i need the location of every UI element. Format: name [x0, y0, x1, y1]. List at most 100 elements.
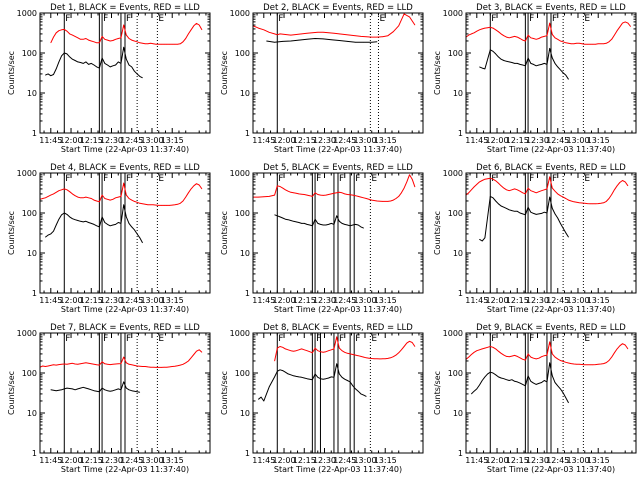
data-point-lld [331, 193, 332, 195]
data-point-lld [139, 42, 141, 44]
data-point-events [355, 388, 356, 390]
data-point-lld [506, 356, 507, 357]
x-tick-label: 12:30 [100, 136, 123, 145]
data-point-events [328, 377, 329, 379]
x-tick-label: 11:45 [465, 296, 488, 305]
segment-flag: F [316, 174, 321, 184]
data-point-lld [565, 362, 567, 363]
x-tick-label: 13:00 [353, 136, 376, 145]
data-point-lld [552, 353, 553, 355]
data-point-lld [166, 366, 168, 368]
data-point-lld [309, 195, 311, 196]
data-point-events [490, 196, 491, 197]
data-point-lld [139, 365, 141, 367]
data-point-lld [174, 365, 176, 367]
data-point-lld [169, 205, 170, 206]
data-point-lld [93, 41, 95, 43]
data-point-lld [597, 203, 599, 204]
data-point-events [560, 223, 561, 224]
data-point-lld [134, 40, 135, 42]
data-point-lld [606, 362, 607, 363]
data-point-lld [47, 365, 49, 367]
data-point-lld [535, 39, 537, 40]
data-point-lld [161, 367, 162, 368]
x-tick-label: 13:00 [566, 136, 589, 145]
data-point-events [139, 392, 141, 393]
segment-flag: E [158, 334, 164, 344]
data-point-events [80, 62, 81, 63]
data-point-lld [258, 27, 259, 29]
data-point-lld [508, 37, 510, 39]
data-point-lld [471, 189, 472, 191]
data-point-events [484, 237, 486, 239]
data-point-events [538, 383, 540, 384]
data-point-lld [360, 196, 362, 198]
data-point-events [306, 39, 308, 40]
data-point-lld [282, 347, 284, 348]
data-point-lld [608, 41, 610, 43]
data-point-lld [112, 364, 114, 365]
x-axis-label: Start Time (22-Apr-03 11:37:40) [487, 305, 615, 314]
data-point-events [560, 69, 561, 71]
data-point-lld [161, 205, 162, 206]
x-tick-label: 13:15 [587, 136, 610, 145]
x-tick-label: 12:00 [486, 456, 509, 465]
data-point-lld [312, 32, 313, 34]
data-point-lld [570, 43, 572, 45]
data-point-lld [500, 185, 502, 187]
data-point-lld [562, 361, 564, 362]
data-point-lld [101, 361, 103, 363]
y-tick-label: 1000 [17, 9, 37, 18]
data-point-lld [118, 196, 119, 198]
data-point-lld [374, 358, 375, 360]
data-point-events [61, 55, 62, 57]
data-point-lld [355, 195, 356, 196]
data-point-lld [535, 358, 537, 360]
segment-flag: F [103, 174, 108, 184]
data-point-events [490, 371, 491, 373]
data-point-events [306, 378, 308, 380]
segment-flag: F [491, 334, 496, 344]
data-point-events [490, 49, 491, 51]
y-tick-label: 10 [240, 89, 250, 98]
data-point-lld [487, 27, 488, 29]
data-point-events [74, 389, 76, 391]
data-point-events [352, 224, 354, 226]
data-point-lld [371, 358, 373, 359]
data-point-lld [198, 24, 200, 26]
data-point-lld [511, 36, 513, 38]
y-tick-label: 1 [458, 129, 463, 138]
data-point-lld [498, 182, 499, 184]
y-axis-label: Counts/sec [220, 211, 229, 255]
data-point-events [331, 39, 332, 40]
data-point-events [481, 67, 483, 69]
data-point-lld [66, 364, 68, 365]
data-point-events [562, 392, 564, 394]
data-point-lld [519, 38, 521, 39]
data-point-events [282, 370, 284, 371]
data-point-events [142, 77, 143, 79]
data-point-lld [414, 346, 416, 347]
data-point-events [511, 210, 513, 211]
data-point-lld [506, 189, 507, 191]
data-point-lld [333, 33, 335, 34]
data-point-events [123, 381, 124, 383]
data-point-events [533, 382, 534, 384]
segment-flag: F [278, 334, 283, 344]
data-point-lld [196, 350, 197, 352]
plot-frame [39, 12, 211, 134]
data-point-lld [587, 44, 588, 45]
data-point-events [544, 380, 545, 381]
plot-frame [252, 332, 424, 454]
data-point-events [260, 396, 262, 398]
data-point-events [549, 362, 550, 364]
data-point-events [282, 41, 284, 42]
data-point-lld [50, 365, 52, 366]
data-point-lld [279, 346, 281, 347]
data-point-lld [614, 34, 615, 36]
data-point-events [322, 378, 324, 380]
panel-det-4: Det 4, BLACK = Events, RED = LLD Counts/s… [7, 163, 211, 314]
data-point-lld [61, 189, 62, 191]
data-point-lld [109, 199, 111, 201]
data-point-lld [180, 203, 181, 204]
